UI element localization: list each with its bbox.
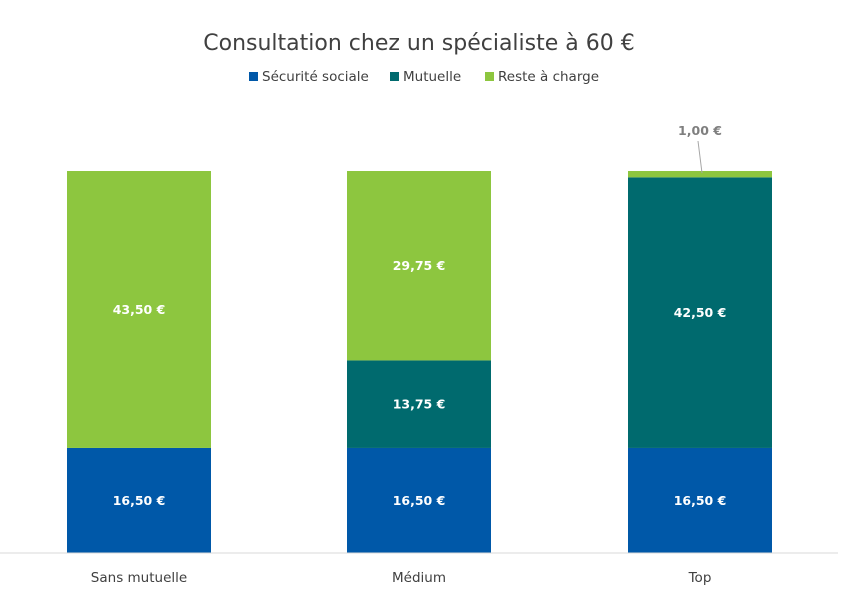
bar-segment-1-1 <box>347 360 491 448</box>
legend: Sécurité sociale Mutuelle Reste à charge <box>249 69 599 85</box>
legend-swatch-2 <box>485 72 494 81</box>
legend-swatch-0 <box>249 72 258 81</box>
category-labels: Sans mutuelle Médium Top <box>91 570 712 586</box>
data-label-2-0: 16,50 € <box>674 493 727 508</box>
bar-segment-2-0 <box>628 447 772 553</box>
bar-segment-2-2 <box>628 171 772 178</box>
bars: 16,50 € 43,50 € 16,50 € 13,75 € 29,75 € 16,50… <box>67 123 772 553</box>
category-label-1: Médium <box>392 570 446 586</box>
bar-segment-2-1 <box>628 177 772 448</box>
bar-segment-1-2 <box>347 171 491 361</box>
data-label-2-2: 1,00 € <box>678 123 722 138</box>
chart-title: Consultation chez un spécialiste à 60 € <box>203 31 634 56</box>
legend-swatch-1 <box>390 72 399 81</box>
callout-leader-2-2 <box>697 140 703 174</box>
bar-segment-0-0 <box>67 447 211 553</box>
category-label-0: Sans mutuelle <box>91 570 187 586</box>
data-label-2-1: 42,50 € <box>674 305 727 320</box>
bar-segment-0-2 <box>67 171 211 448</box>
category-label-2: Top <box>688 570 712 586</box>
data-label-1-0: 16,50 € <box>393 493 446 508</box>
data-label-1-2: 29,75 € <box>393 258 446 273</box>
legend-label-1: Mutuelle <box>403 69 461 85</box>
data-label-0-2: 43,50 € <box>113 302 166 317</box>
data-label-1-1: 13,75 € <box>393 397 446 412</box>
bar-segment-1-0 <box>347 447 491 553</box>
legend-label-2: Reste à charge <box>498 69 599 85</box>
legend-label-0: Sécurité sociale <box>262 69 369 85</box>
data-label-0-0: 16,50 € <box>113 493 166 508</box>
